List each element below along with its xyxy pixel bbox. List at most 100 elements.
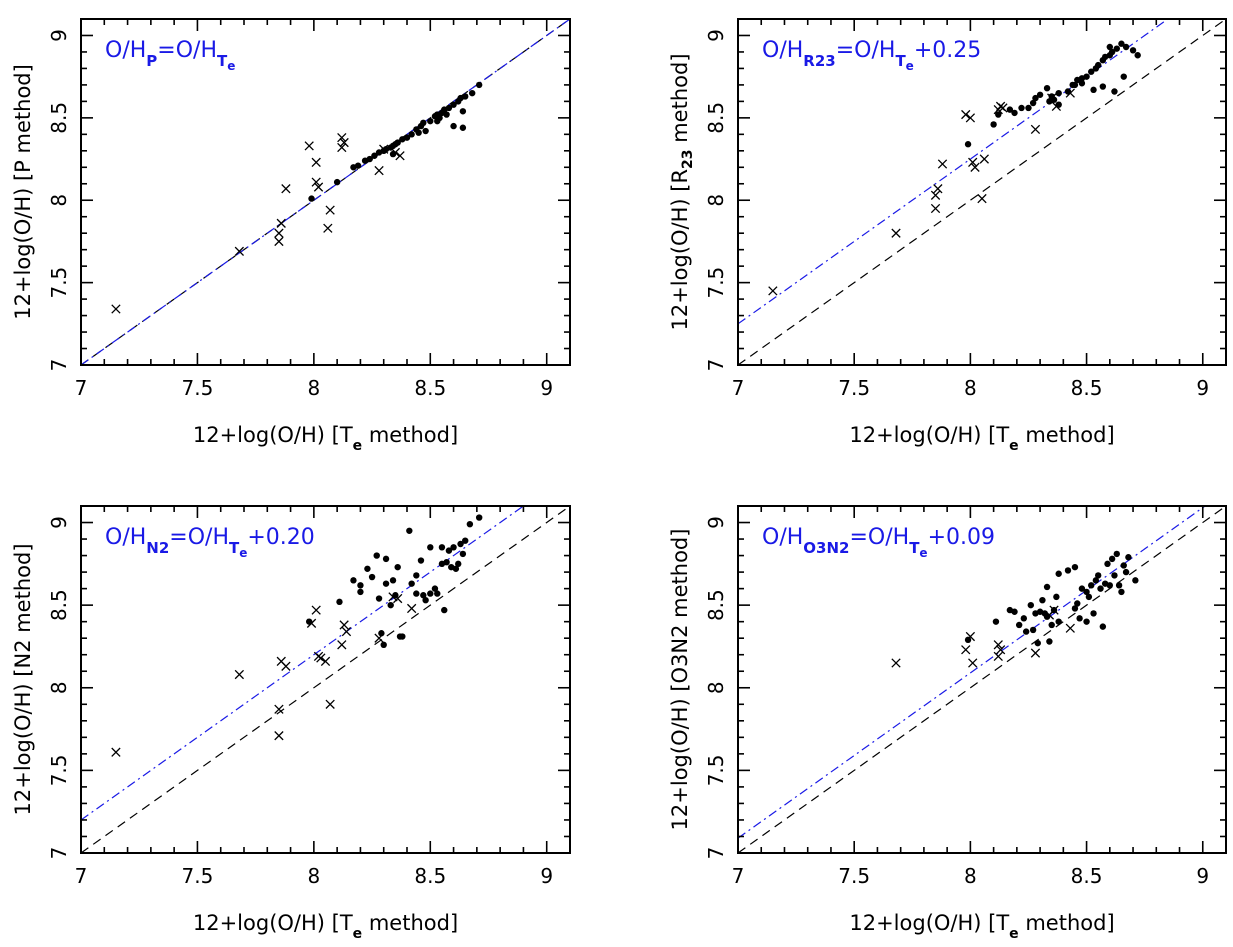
data-point-dot (420, 119, 427, 127)
data-point-cross (1065, 623, 1075, 633)
data-point-cross (1047, 93, 1057, 103)
y-tick-label: 9 (704, 29, 728, 42)
data-point-dot (354, 162, 362, 169)
x-tick-label: 8.5 (1071, 376, 1103, 400)
data-point-cross (281, 184, 291, 194)
data-point-dot (1078, 585, 1086, 592)
data-point-cross (1051, 101, 1062, 111)
relation-annotation: O/HN2=O/HTe+0.20 (105, 525, 315, 560)
data-point-dot (1078, 80, 1086, 87)
x-tick-label: 8 (307, 864, 320, 888)
x-tick-label: 8.5 (414, 864, 446, 888)
data-point-cross (339, 137, 349, 148)
data-point-dot (1011, 109, 1018, 117)
data-point-dot (387, 601, 394, 609)
y-tick-label: 9 (47, 516, 71, 529)
data-point-dot (413, 572, 420, 579)
data-point-dot (1104, 560, 1111, 568)
data-point-dot (1090, 610, 1097, 617)
data-point-dot (459, 124, 467, 131)
data-point-dot (1113, 550, 1120, 558)
y-tick-label: 8 (704, 194, 728, 207)
y-tick-label: 8.5 (704, 589, 728, 621)
data-point-cross (337, 142, 347, 153)
data-point-cross (323, 223, 333, 233)
x-axis-label-rest: method] (362, 423, 458, 447)
annotation-subscript: T (217, 52, 228, 70)
data-point-dot (1129, 47, 1137, 54)
data-point-dot (1046, 638, 1053, 645)
annotation-text: =O/H (169, 525, 229, 550)
data-point-dot (1043, 85, 1051, 92)
x-tick-label: 8 (964, 864, 977, 888)
annotation-subscript: P (146, 52, 157, 70)
data-point-dot (413, 590, 420, 597)
data-point-cross (998, 103, 1008, 113)
data-point-cross (993, 640, 1003, 650)
offset-relation-line (81, 506, 525, 821)
data-point-dot (1034, 639, 1041, 647)
data-point-dot (462, 537, 469, 544)
data-point-cross (320, 656, 331, 666)
data-point-dot (1055, 570, 1062, 577)
data-point-dot (1011, 608, 1018, 615)
data-point-dot (1118, 588, 1125, 596)
data-point-cross (995, 645, 1006, 655)
data-point-dot (382, 555, 390, 563)
relation-annotation: O/HP=O/HTe (105, 38, 235, 73)
data-point-dot (336, 598, 343, 606)
data-point-cross (979, 154, 989, 164)
one-to-one-line (738, 506, 1226, 853)
data-point-dot (1108, 555, 1116, 563)
data-point-dot (1055, 618, 1062, 625)
data-point-cross (339, 620, 349, 630)
data-point-cross (325, 205, 335, 215)
data-point-dot (394, 139, 401, 146)
data-point-dot (1076, 615, 1083, 622)
data-point-cross (316, 653, 326, 663)
data-point-cross (993, 651, 1003, 662)
data-point-dot (466, 520, 474, 528)
data-point-dot (1097, 585, 1104, 592)
data-point-cross (337, 132, 347, 143)
plot-frame (80, 505, 571, 854)
data-point-dot (357, 582, 364, 589)
data-point-cross (313, 182, 324, 192)
x-tick-label: 7.5 (838, 864, 870, 888)
annotation-text: =O/H (157, 38, 217, 63)
y-axis-label-text: 12+log(O/H) [N2 method] (11, 543, 35, 815)
data-point-dot (1071, 563, 1079, 571)
data-point-dot (389, 577, 397, 584)
y-axis-label: 12+log(O/H) [P method] (11, 64, 35, 320)
one-to-one-line (81, 506, 570, 853)
data-point-cross (374, 165, 384, 176)
data-point-dot (1043, 583, 1051, 591)
y-axis-label: 12+log(O/H) [O3N2 method] (668, 529, 692, 831)
data-point-dot (415, 129, 422, 136)
data-point-cross (111, 304, 121, 314)
plot-frame (737, 505, 1227, 854)
data-point-dot (1018, 104, 1025, 112)
data-point-dot (1094, 61, 1102, 69)
x-tick-label: 8.5 (414, 376, 446, 400)
data-point-dot (422, 127, 429, 135)
data-point-dot (373, 552, 380, 559)
x-axis-label: 12+log(O/H) [Te method] (849, 911, 1114, 942)
data-point-cross (395, 151, 405, 161)
y-tick-label: 7 (47, 847, 71, 860)
data-point-cross (1065, 88, 1075, 98)
x-tick-label: 9 (1196, 376, 1209, 400)
data-point-dot (462, 93, 469, 100)
x-axis-label-subscript: e (1009, 438, 1019, 454)
data-point-cross (281, 661, 291, 671)
data-point-dot (964, 636, 972, 644)
x-tick-label: 7.5 (182, 864, 214, 888)
data-point-dot (436, 114, 443, 122)
data-point-cross (276, 218, 286, 228)
x-tick-label: 8 (964, 376, 977, 400)
y-tick-label: 7 (704, 847, 728, 860)
data-point-cross (379, 144, 389, 154)
x-axis-label: 12+log(O/H) [Te method] (193, 911, 458, 942)
annotation-subsubscript: e (239, 546, 247, 560)
